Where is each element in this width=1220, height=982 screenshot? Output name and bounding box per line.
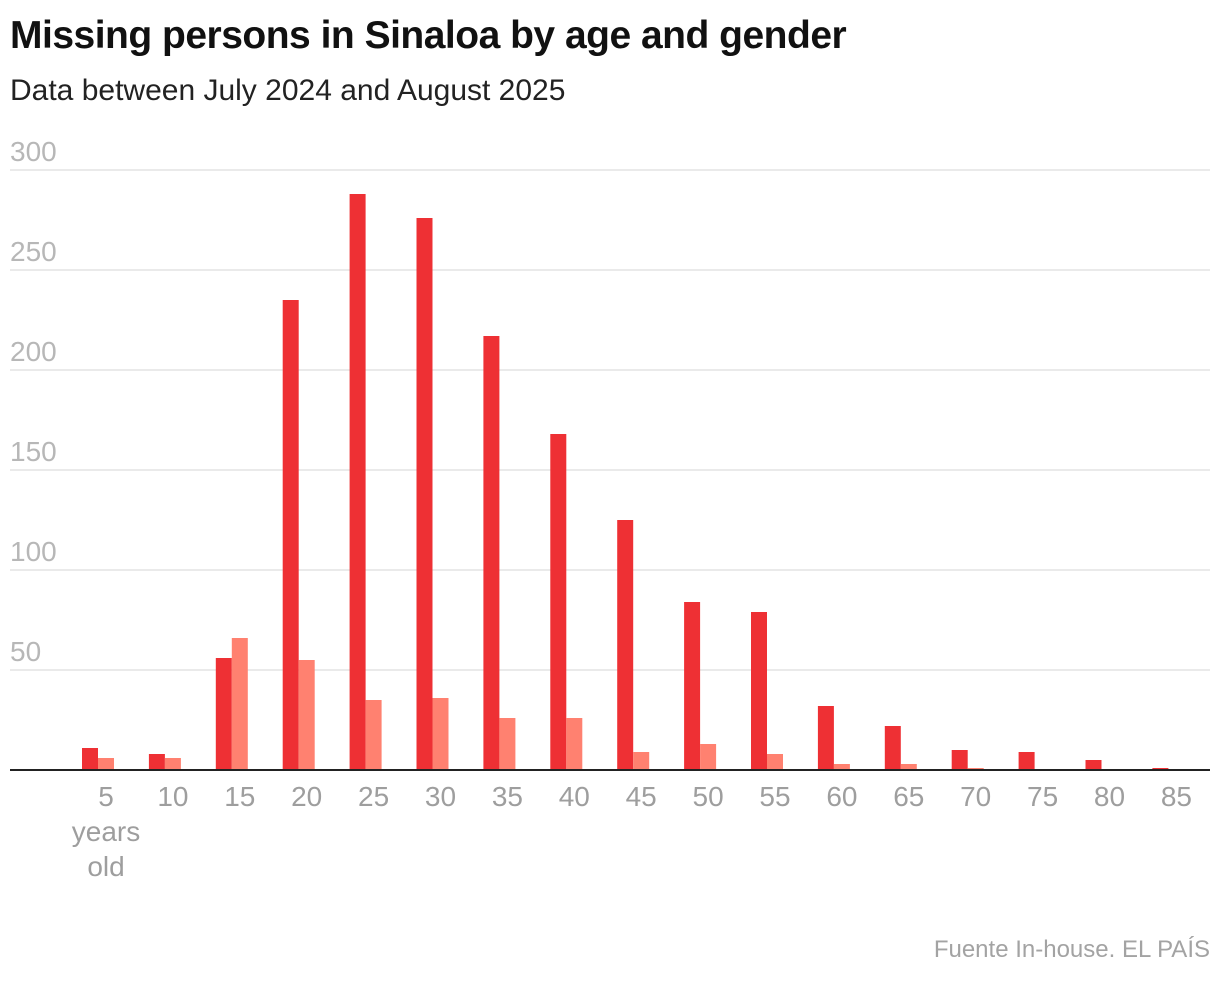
bar-series-2 [98,758,114,770]
bar-series-1 [684,602,701,770]
bar-series-1 [282,300,299,770]
x-tick-label: 50 [693,781,724,812]
bar-series-1 [1085,760,1102,770]
y-tick-label: 50 [10,636,41,667]
x-tick-label: 85 [1161,781,1192,812]
bar-series-1 [617,520,634,770]
bar-series-2 [164,758,181,770]
x-tick-label-suffix: years [72,816,140,847]
bars [82,194,1169,770]
x-tick-label-suffix: old [87,851,124,882]
bar-series-1 [349,194,366,770]
x-tick-label: 25 [358,781,389,812]
x-tick-label: 5 [98,781,114,812]
bar-series-2 [900,764,917,770]
bar-series-1 [1018,752,1035,770]
bar-series-1 [148,754,165,770]
bar-series-1 [550,434,567,770]
bar-chart: 50 100 150 200 250 300 5 10 15 20 25 30 35 40 45 50 55 6… [10,136,1210,882]
x-tick-label: 45 [626,781,657,812]
bar-series-1 [82,748,98,770]
source-note: Fuente In-house. EL PAÍS [933,936,1210,963]
x-tick-label: 55 [759,781,790,812]
y-axis-ticks: 50 100 150 200 250 300 [10,136,57,667]
y-tick-label: 200 [10,336,57,367]
bar-series-2 [700,744,717,770]
chart-title: Missing persons in Sinaloa by age and ge… [10,14,847,57]
bar-series-2 [432,698,449,770]
bar-series-1 [817,706,834,770]
y-tick-label: 250 [10,236,57,267]
x-tick-label: 20 [291,781,322,812]
x-tick-label: 40 [559,781,590,812]
x-tick-label: 75 [1027,781,1058,812]
bar-series-1 [416,218,433,770]
bar-series-1 [951,750,968,770]
y-tick-label: 300 [10,136,57,167]
x-tick-label: 30 [425,781,456,812]
x-tick-label: 10 [157,781,188,812]
bar-series-1 [483,336,500,770]
bar-series-2 [499,718,516,770]
bar-series-1 [751,612,767,770]
bar-series-2 [566,718,583,770]
chart-subtitle: Data between July 2024 and August 2025 [10,74,566,107]
bar-series-2 [231,638,248,770]
bar-series-2 [298,660,315,770]
bar-series-1 [215,658,232,770]
bar-series-2 [365,700,382,770]
bar-series-2 [633,752,650,770]
grid-lines [10,169,1210,671]
y-tick-label: 100 [10,536,57,567]
bar-series-2 [833,764,850,770]
y-tick-label: 150 [10,436,57,467]
x-tick-label: 80 [1094,781,1125,812]
x-tick-label: 70 [960,781,991,812]
x-tick-label: 65 [893,781,924,812]
x-tick-label: 15 [224,781,255,812]
x-tick-label: 60 [826,781,857,812]
x-tick-label: 35 [492,781,523,812]
bar-series-2 [767,754,783,770]
x-axis-ticks: 5 10 15 20 25 30 35 40 45 50 55 60 65 70 75 80 85 years ol… [72,781,1192,882]
bar-series-1 [884,726,901,770]
